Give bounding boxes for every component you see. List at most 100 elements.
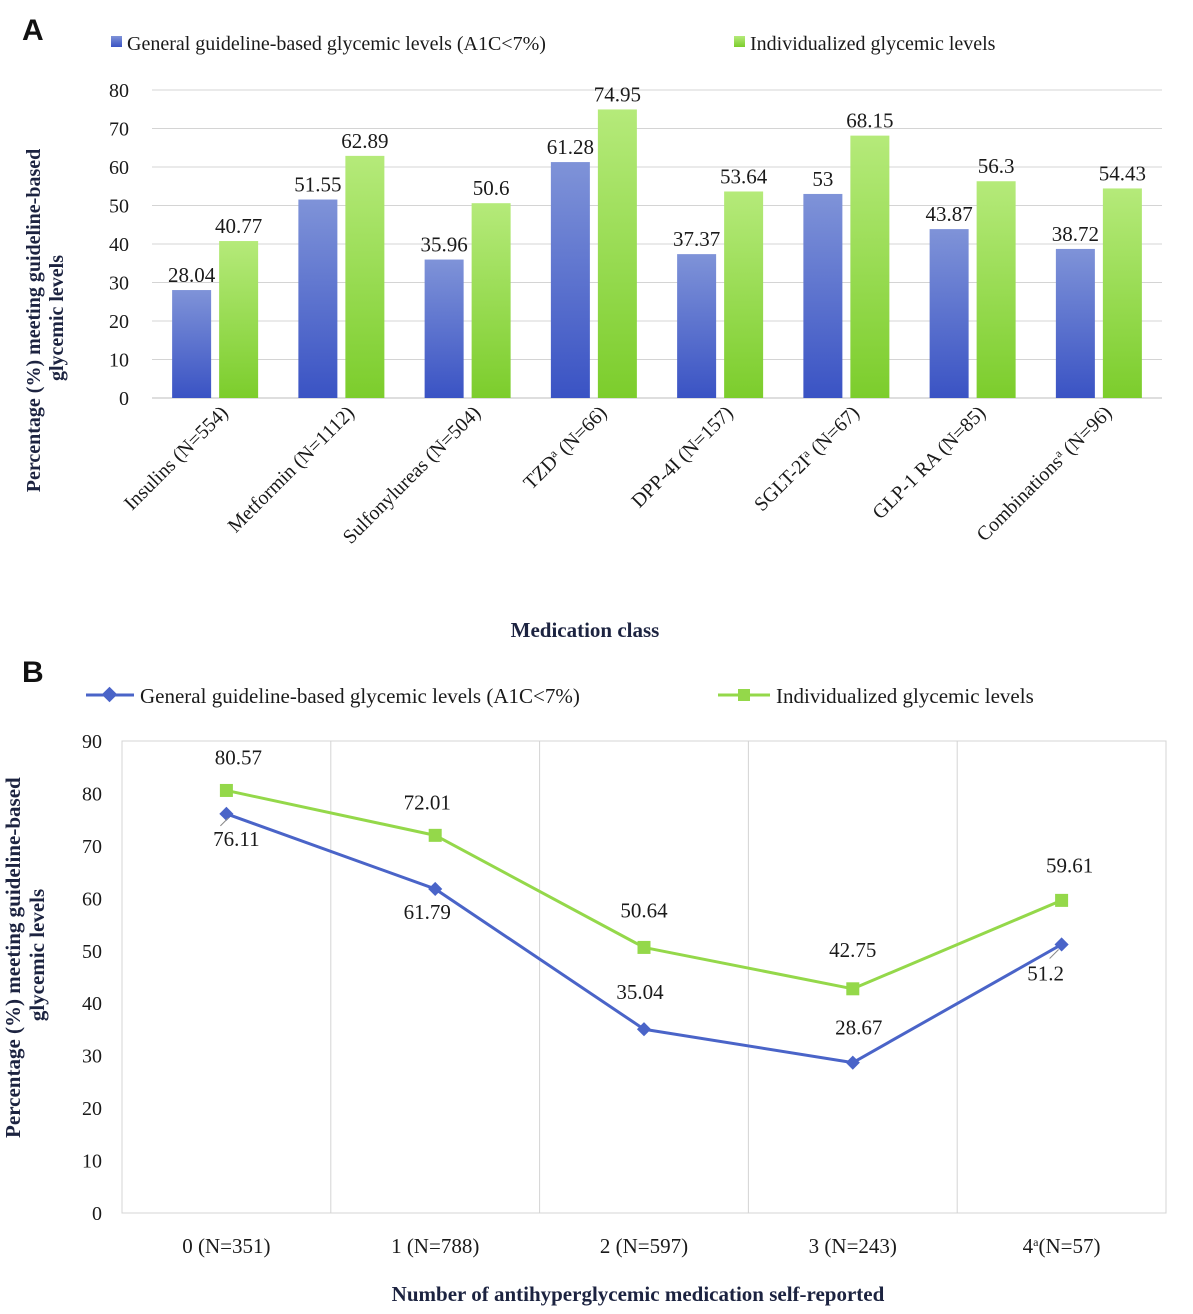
panel-a-y-tick-label: 30 <box>109 273 129 295</box>
panel-a-y-tick-label: 10 <box>109 350 129 372</box>
panel-b-x-axis-title: Number of antihyperglycemic medication s… <box>392 1282 885 1306</box>
category-count: (N=66) <box>551 402 612 463</box>
data-label-individualized: 54.43 <box>1099 161 1146 185</box>
bar-individualized <box>219 241 259 398</box>
bar-general <box>677 254 717 398</box>
bar-general <box>803 193 843 398</box>
bar-individualized <box>597 109 637 398</box>
panel-b-category-label: 2 (N=597) <box>600 1234 688 1258</box>
data-label-general: 61.28 <box>547 135 594 159</box>
data-label-individualized: 50.6 <box>473 176 510 200</box>
panel-a-y-tick-label: 50 <box>109 196 129 218</box>
data-label-individualized: 68.15 <box>846 109 893 133</box>
panel-a-y-axis-title: Percentage (%) meeting guideline-based g… <box>23 144 68 492</box>
data-label-individualized: 80.57 <box>215 745 262 769</box>
panel-a-category-label: Metformin (N=1112) <box>224 402 359 537</box>
panel-b-category-label: 0 (N=351) <box>182 1234 270 1258</box>
marker-individualized <box>428 828 442 842</box>
panel-a-category-label: GLP-1 RA (N=85) <box>868 402 990 524</box>
panel-b-y-tick-label: 10 <box>82 1151 102 1173</box>
legend-b-label-individualized: Individualized glycemic levels <box>776 684 1034 708</box>
panel-a-y-tick-label: 70 <box>109 119 129 141</box>
panel-a-x-axis-title: Medication class <box>511 618 660 642</box>
marker-individualized <box>1055 893 1069 907</box>
panel-a: A General guideline-based glycemic level… <box>22 14 1162 642</box>
panel-b-y-ticks: 0 10 20 30 40 50 60 70 80 90 <box>82 731 102 1225</box>
panel-b-y-tick-label: 90 <box>82 731 102 753</box>
data-label-individualized: 42.75 <box>829 938 876 962</box>
panel-a-category-label: SGLT-2Ia (N=67) <box>749 401 864 516</box>
category-number: 4 <box>1023 1234 1034 1258</box>
panel-b-series-lines <box>225 788 1063 1065</box>
panel-a-y-tick-label: 40 <box>109 234 129 256</box>
panel-b-category-label: 1 (N=788) <box>391 1234 479 1258</box>
bar-individualized <box>345 155 385 398</box>
marker-general <box>219 806 234 821</box>
legend-b-label-general: General guideline-based glycemic levels … <box>140 684 580 708</box>
leader-line <box>220 817 229 827</box>
panel-b-y-tick-label: 50 <box>82 941 102 963</box>
panel-b-y-axis-title: Percentage (%) meeting guideline-based g… <box>1 772 49 1138</box>
panel-b-markers <box>219 783 1069 1070</box>
panel-a-y-tick-label: 20 <box>109 311 129 333</box>
marker-general <box>1054 937 1069 952</box>
bar-general <box>929 229 969 398</box>
data-label-general: 76.11 <box>213 827 259 851</box>
data-label-individualized: 56.3 <box>978 154 1015 178</box>
line-individualized <box>226 788 1063 991</box>
panel-b-category-label: 4a(N=57) <box>1023 1234 1101 1258</box>
panel-b-gridlines <box>121 740 1167 1214</box>
bar-individualized <box>976 181 1016 398</box>
panel-b-y-tick-label: 30 <box>82 1046 102 1068</box>
marker-general <box>845 1055 860 1070</box>
bar-general <box>1055 248 1095 398</box>
panel-a-y-ticks: 0 10 20 30 40 50 60 70 80 <box>109 80 129 410</box>
data-label-general: 51.55 <box>294 173 341 197</box>
bar-individualized <box>850 135 890 398</box>
marker-general <box>428 881 443 897</box>
data-label-individualized: 59.61 <box>1046 853 1093 877</box>
leader-line <box>1049 949 1059 959</box>
panel-a-category-label: Combinationsa (N=96) <box>972 401 1117 546</box>
marker-individualized <box>846 982 860 996</box>
bar-general <box>424 259 464 398</box>
data-label-general: 38.72 <box>1052 222 1099 246</box>
bar-general <box>172 290 212 398</box>
panel-a-legend: General guideline-based glycemic levels … <box>111 33 996 55</box>
bar-general <box>550 162 590 398</box>
panel-a-bars <box>172 109 1142 398</box>
panel-a-category-label: Insulins (N=554) <box>120 402 233 515</box>
legend-b-marker-individualized <box>738 689 750 701</box>
panel-b-y-tick-label: 60 <box>82 888 102 910</box>
category-count: (N=67) <box>803 402 864 463</box>
marker-general <box>636 1022 652 1037</box>
marker-individualized <box>637 940 651 954</box>
data-label-individualized: 50.64 <box>620 898 668 922</box>
data-label-general: 35.96 <box>421 233 468 257</box>
data-label-individualized: 72.01 <box>404 790 451 814</box>
data-label-individualized: 40.77 <box>215 214 262 238</box>
panel-a-x-ticks: Insulins (N=554)Metformin (N=1112)Sulfon… <box>120 401 1117 548</box>
data-label-general: 53 <box>812 167 833 191</box>
marker-individualized <box>219 783 233 797</box>
panel-b: B General guideline-based glycemic level… <box>1 656 1167 1306</box>
panel-a-category-label: DPP-4I (N=157) <box>627 402 737 512</box>
panel-b-data-labels: 76.11 61.79 35.04 28.67 51.2 80.57 72.01 50.64 4… <box>213 745 1093 1039</box>
panel-b-y-tick-label: 80 <box>82 783 102 805</box>
data-label-general: 37.37 <box>673 227 720 251</box>
legend-b-marker-general <box>101 686 118 703</box>
category-name: Combinations <box>972 451 1067 546</box>
data-label-individualized: 53.64 <box>720 164 768 188</box>
data-label-general: 61.79 <box>404 900 451 924</box>
legend-a-swatch-individualized <box>734 36 745 47</box>
data-label-general: 28.04 <box>168 263 216 287</box>
category-name: SGLT-2I <box>750 451 815 516</box>
legend-a-swatch-general <box>111 36 122 47</box>
legend-a-label-general: General guideline-based glycemic levels … <box>127 33 546 55</box>
category-superscript: a <box>1033 1235 1039 1249</box>
data-label-individualized: 62.89 <box>341 129 388 153</box>
panel-b-y-tick-label: 40 <box>82 993 102 1015</box>
bar-individualized <box>724 191 764 398</box>
data-label-general: 28.67 <box>835 1016 882 1040</box>
